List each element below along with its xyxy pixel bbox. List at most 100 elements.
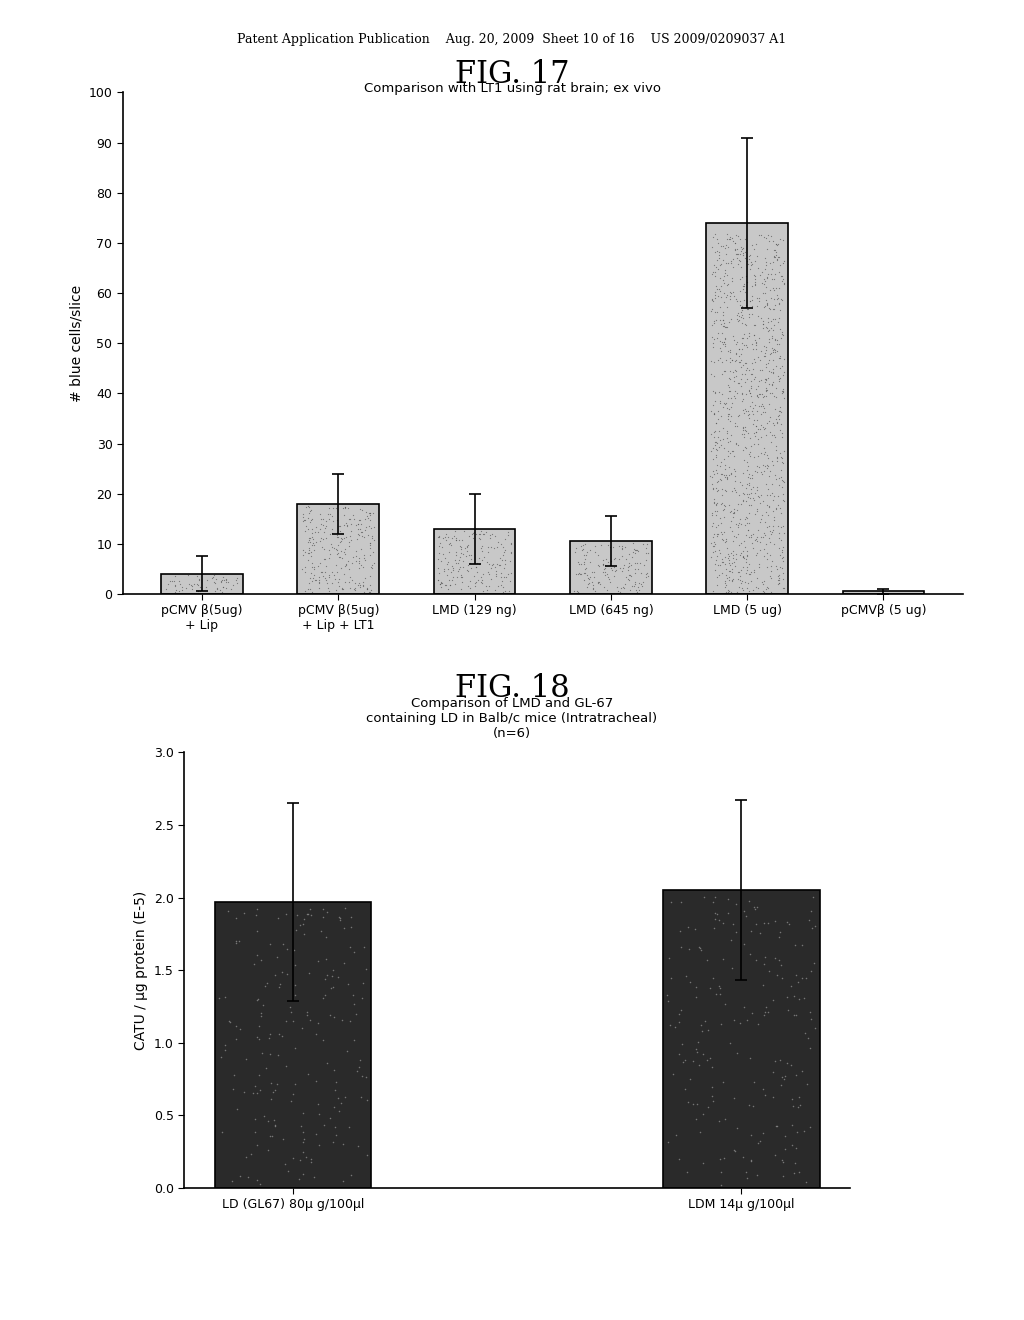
Point <box>328 498 344 519</box>
Point <box>726 367 742 388</box>
Point <box>711 975 727 997</box>
Point <box>358 578 375 599</box>
Point <box>569 582 586 603</box>
Point <box>354 521 371 543</box>
Point <box>251 1028 267 1049</box>
Point <box>259 973 275 994</box>
Point <box>308 1123 325 1144</box>
Point <box>733 313 750 334</box>
Point <box>703 546 720 568</box>
Point <box>750 519 766 540</box>
Point <box>718 531 734 552</box>
Point <box>460 561 476 582</box>
Point <box>295 507 311 528</box>
Point <box>726 1008 742 1030</box>
Point <box>691 936 708 957</box>
Point <box>762 383 778 404</box>
Point <box>715 499 731 520</box>
Point <box>710 285 726 306</box>
Point <box>739 455 756 477</box>
Point <box>296 924 312 945</box>
Point <box>708 438 724 459</box>
Point <box>776 1065 793 1086</box>
Point <box>321 548 337 569</box>
Point <box>738 906 755 927</box>
Point <box>771 408 787 429</box>
Point <box>774 477 791 498</box>
Point <box>767 911 783 932</box>
Point <box>680 1092 696 1113</box>
Point <box>745 314 762 335</box>
Point <box>706 366 722 387</box>
Point <box>771 246 787 267</box>
Point <box>749 479 765 500</box>
Point <box>711 244 727 265</box>
Point <box>741 444 758 465</box>
Point <box>258 1057 274 1078</box>
Point <box>772 446 788 467</box>
Point <box>705 337 721 358</box>
Point <box>502 570 518 591</box>
Point <box>737 507 754 528</box>
Point <box>719 264 735 285</box>
Point <box>797 1121 813 1142</box>
Text: Patent Application Publication    Aug. 20, 2009  Sheet 10 of 16    US 2009/02090: Patent Application Publication Aug. 20, … <box>238 33 786 46</box>
Point <box>742 524 759 545</box>
Point <box>573 535 590 556</box>
Point <box>762 565 778 586</box>
Point <box>591 572 607 593</box>
Point <box>769 412 785 433</box>
Point <box>762 407 778 428</box>
Point <box>572 564 589 585</box>
Point <box>719 467 735 488</box>
Point <box>729 310 745 331</box>
Point <box>444 570 461 591</box>
Point <box>785 1096 802 1117</box>
Point <box>750 418 766 440</box>
Point <box>709 279 725 300</box>
Point <box>165 570 181 591</box>
Point <box>723 480 739 502</box>
Point <box>773 469 790 490</box>
Point <box>337 496 353 517</box>
Point <box>752 492 768 513</box>
Point <box>720 228 736 249</box>
Point <box>310 577 327 598</box>
Point <box>758 997 774 1018</box>
Point <box>692 1122 709 1143</box>
Point <box>737 477 754 498</box>
Point <box>743 363 760 384</box>
Point <box>597 562 613 583</box>
Point <box>735 290 752 312</box>
Point <box>756 444 772 465</box>
Point <box>624 546 640 568</box>
Point <box>771 467 787 488</box>
Point <box>738 525 755 546</box>
Point <box>771 277 787 298</box>
Point <box>758 578 774 599</box>
Point <box>430 543 446 564</box>
Point <box>726 385 742 407</box>
Point <box>725 441 741 462</box>
Point <box>703 351 720 372</box>
Point <box>715 912 731 933</box>
Point <box>736 420 753 441</box>
Point <box>734 541 751 562</box>
Point <box>681 939 697 960</box>
Point <box>763 582 779 603</box>
Point <box>247 1122 263 1143</box>
Point <box>453 536 469 557</box>
Point <box>759 484 775 506</box>
Point <box>337 544 353 565</box>
Point <box>301 540 317 561</box>
Point <box>723 396 739 417</box>
Point <box>782 975 799 997</box>
Point <box>631 576 647 597</box>
Point <box>726 499 742 520</box>
Point <box>707 886 723 907</box>
Point <box>440 578 457 599</box>
Point <box>207 581 223 602</box>
Point <box>767 1051 783 1072</box>
Point <box>773 502 790 523</box>
Point <box>447 529 464 550</box>
